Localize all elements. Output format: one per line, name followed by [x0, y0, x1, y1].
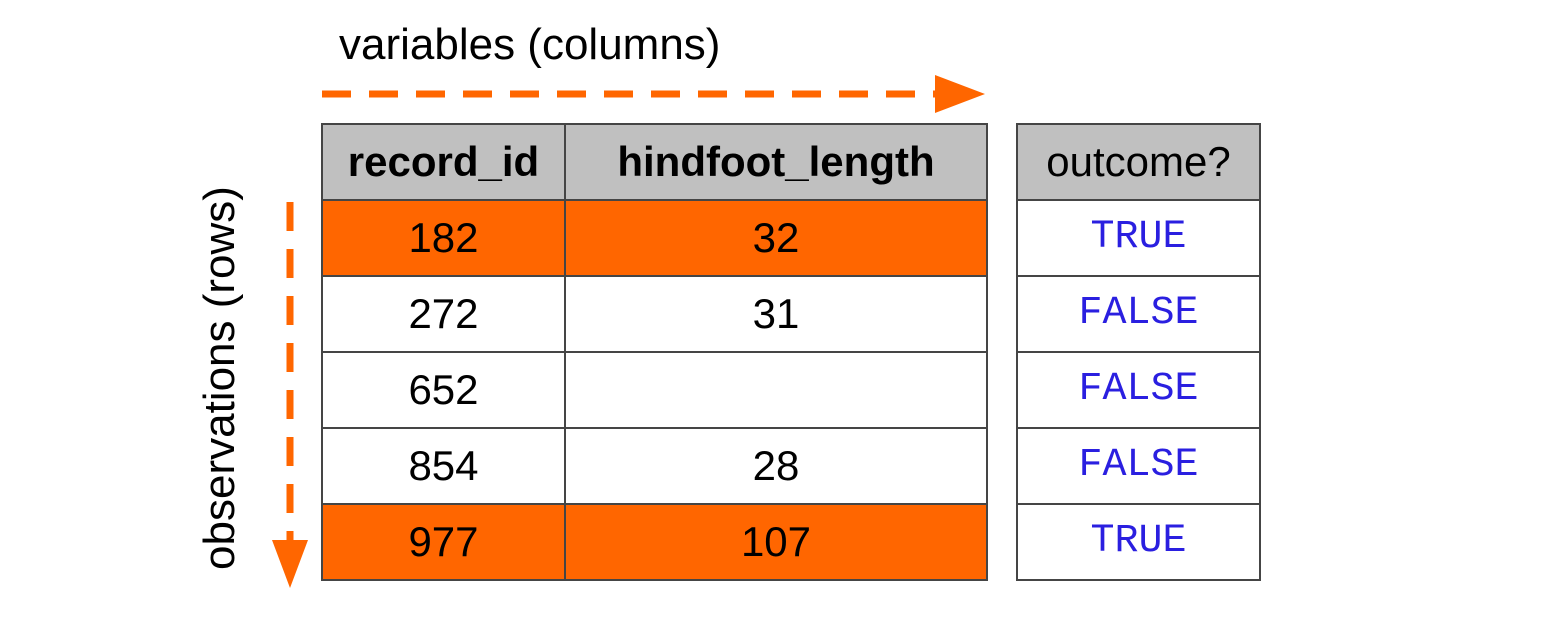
outcome-cell: FALSE — [1016, 427, 1261, 505]
header-hindfoot-length: hindfoot_length — [564, 123, 988, 201]
outcome-cell: FALSE — [1016, 351, 1261, 429]
columns-arrow-head — [935, 75, 985, 113]
table-row: 854 28 — [321, 427, 988, 505]
record-id-cell: 272 — [321, 275, 566, 353]
outcome-cell: FALSE — [1016, 275, 1261, 353]
header-outcome: outcome? — [1016, 123, 1261, 201]
data-table: record_id hindfoot_length 182 32 272 31 652 8… — [321, 123, 988, 581]
hindfoot-length-cell: 107 — [564, 503, 988, 581]
hindfoot-length-cell: 32 — [564, 199, 988, 277]
record-id-cell: 652 — [321, 351, 566, 429]
record-id-cell: 182 — [321, 199, 566, 277]
hindfoot-length-cell: 31 — [564, 275, 988, 353]
outcome-row: TRUE — [1016, 503, 1261, 581]
outcome-cell: TRUE — [1016, 199, 1261, 277]
table-row: 977 107 — [321, 503, 988, 581]
outcome-row: FALSE — [1016, 427, 1261, 505]
hindfoot-length-cell: 28 — [564, 427, 988, 505]
columns-axis-label: variables (columns) — [339, 20, 721, 69]
outcome-cell: TRUE — [1016, 503, 1261, 581]
outcome-row: TRUE — [1016, 199, 1261, 277]
hindfoot-length-cell — [564, 351, 988, 429]
rows-arrow-head — [272, 540, 308, 588]
header-record-id: record_id — [321, 123, 566, 201]
table-row: 182 32 — [321, 199, 988, 277]
outcome-header-row: outcome? — [1016, 123, 1261, 201]
outcome-table: outcome? TRUE FALSE FALSE FALSE TRUE — [1016, 123, 1261, 581]
table-row: 652 — [321, 351, 988, 429]
table-header-row: record_id hindfoot_length — [321, 123, 988, 201]
outcome-row: FALSE — [1016, 351, 1261, 429]
outcome-row: FALSE — [1016, 275, 1261, 353]
record-id-cell: 854 — [321, 427, 566, 505]
table-row: 272 31 — [321, 275, 988, 353]
record-id-cell: 977 — [321, 503, 566, 581]
